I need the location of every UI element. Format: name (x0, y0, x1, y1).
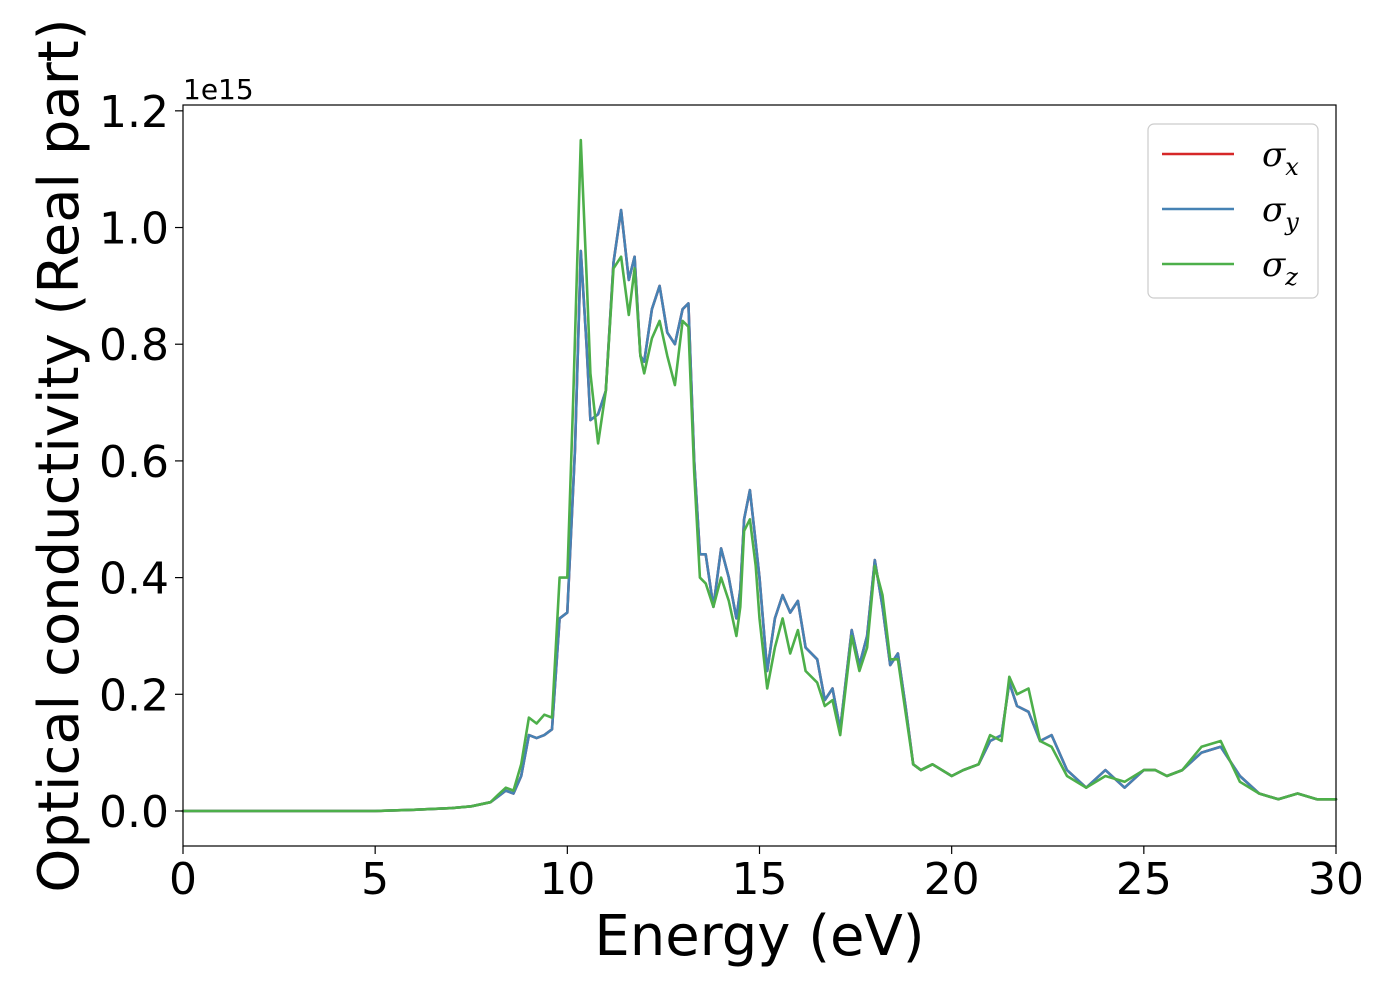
legend-label-x: σx (1262, 135, 1299, 181)
series-line-z (181, 138, 1338, 813)
x-tick-label: 0 (169, 854, 197, 905)
y-tick-label: 0.0 (99, 787, 169, 838)
x-tick-label: 25 (1116, 854, 1172, 905)
x-axis-title: Energy (eV) (594, 904, 924, 969)
legend-box (1147, 123, 1319, 299)
x-axis: 0 5 10 15 20 25 30 (169, 846, 1364, 905)
y-axis: 0.0 0.2 0.4 0.6 0.8 1.0 1.2 (99, 87, 183, 838)
series-layer (181, 138, 1338, 813)
legend: σx σy σz (1147, 123, 1319, 299)
x-tick-label: 5 (361, 854, 389, 905)
x-tick-label: 30 (1308, 854, 1364, 905)
y-offset-label: 1e15 (183, 73, 254, 106)
y-tick-label: 1.2 (99, 87, 169, 138)
y-tick-label: 0.6 (99, 437, 169, 488)
y-tick-label: 0.2 (99, 670, 169, 721)
y-tick-label: 0.4 (99, 554, 169, 605)
x-tick-label: 15 (732, 854, 788, 905)
y-tick-label: 0.8 (99, 320, 169, 371)
y-tick-label: 1.0 (99, 204, 169, 255)
x-tick-label: 20 (924, 854, 980, 905)
legend-label-z: σz (1262, 245, 1298, 291)
legend-label-y: σy (1262, 190, 1299, 236)
x-tick-label: 10 (539, 854, 595, 905)
series-line-y (181, 208, 1338, 813)
y-axis-title: Optical conductivity (Real part) (27, 18, 92, 892)
